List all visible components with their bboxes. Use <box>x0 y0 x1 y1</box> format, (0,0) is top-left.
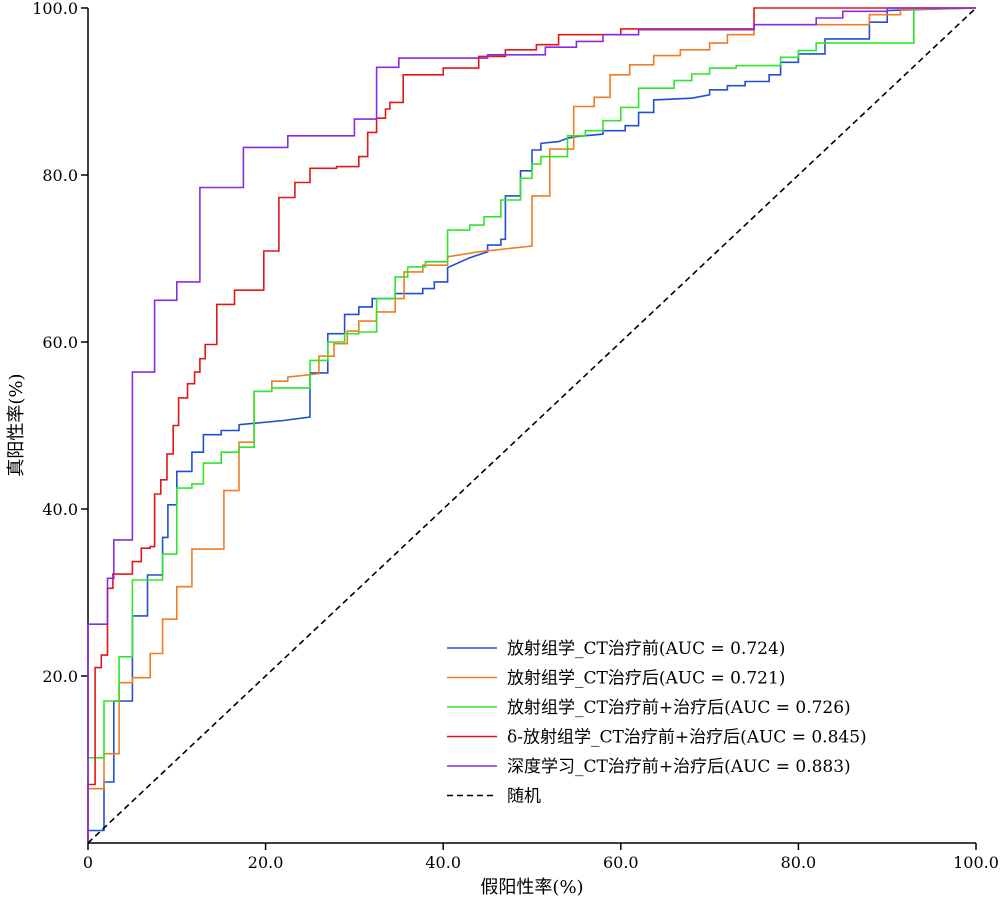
x-tick-label: 0 <box>83 853 93 872</box>
x-axis-title: 假阳性率(%) <box>480 877 583 898</box>
x-tick-label: 60.0 <box>603 853 639 872</box>
x-tick-label: 80.0 <box>781 853 817 872</box>
y-tick-label: 60.0 <box>42 333 78 352</box>
y-tick-label: 40.0 <box>42 500 78 519</box>
legend-label-5: 随机 <box>507 787 541 807</box>
legend-label-3: δ-放射组学_CT治疗前+治疗后(AUC = 0.845) <box>507 728 867 748</box>
x-tick-label: 20.0 <box>248 853 284 872</box>
series-line-3 <box>87 7 976 843</box>
series-line-1 <box>87 7 977 843</box>
legend-label-1: 放射组学_CT治疗后(AUC = 0.721) <box>507 669 785 689</box>
y-tick-label: 20.0 <box>42 667 78 686</box>
x-tick-label: 40.0 <box>425 853 461 872</box>
legend: 放射组学_CT治疗前(AUC = 0.724) 放射组学_CT治疗后(AUC = … <box>447 639 867 807</box>
legend-label-0: 放射组学_CT治疗前(AUC = 0.724) <box>507 639 785 659</box>
y-tick-label: 100.0 <box>32 0 78 18</box>
series-line-2 <box>87 7 976 843</box>
y-axis-title: 真阳性率(%) <box>6 373 27 476</box>
x-tick-label: 100.0 <box>953 853 999 872</box>
x-ticks: 0 20.0 40.0 60.0 80.0 100.0 <box>83 843 999 872</box>
legend-label-2: 放射组学_CT治疗前+治疗后(AUC = 0.726) <box>507 698 851 718</box>
plot-area: 0 20.0 40.0 60.0 80.0 100.0 20.0 40.0 60.0 80.0 1… <box>32 0 999 872</box>
series-line-5 <box>87 7 977 844</box>
y-ticks: 20.0 40.0 60.0 80.0 100.0 <box>32 0 88 686</box>
legend-label-4: 深度学习_CT治疗前+治疗后(AUC = 0.883) <box>507 757 851 777</box>
series-layer <box>87 7 977 844</box>
y-tick-label: 80.0 <box>42 166 78 185</box>
series-line-4 <box>87 7 976 843</box>
